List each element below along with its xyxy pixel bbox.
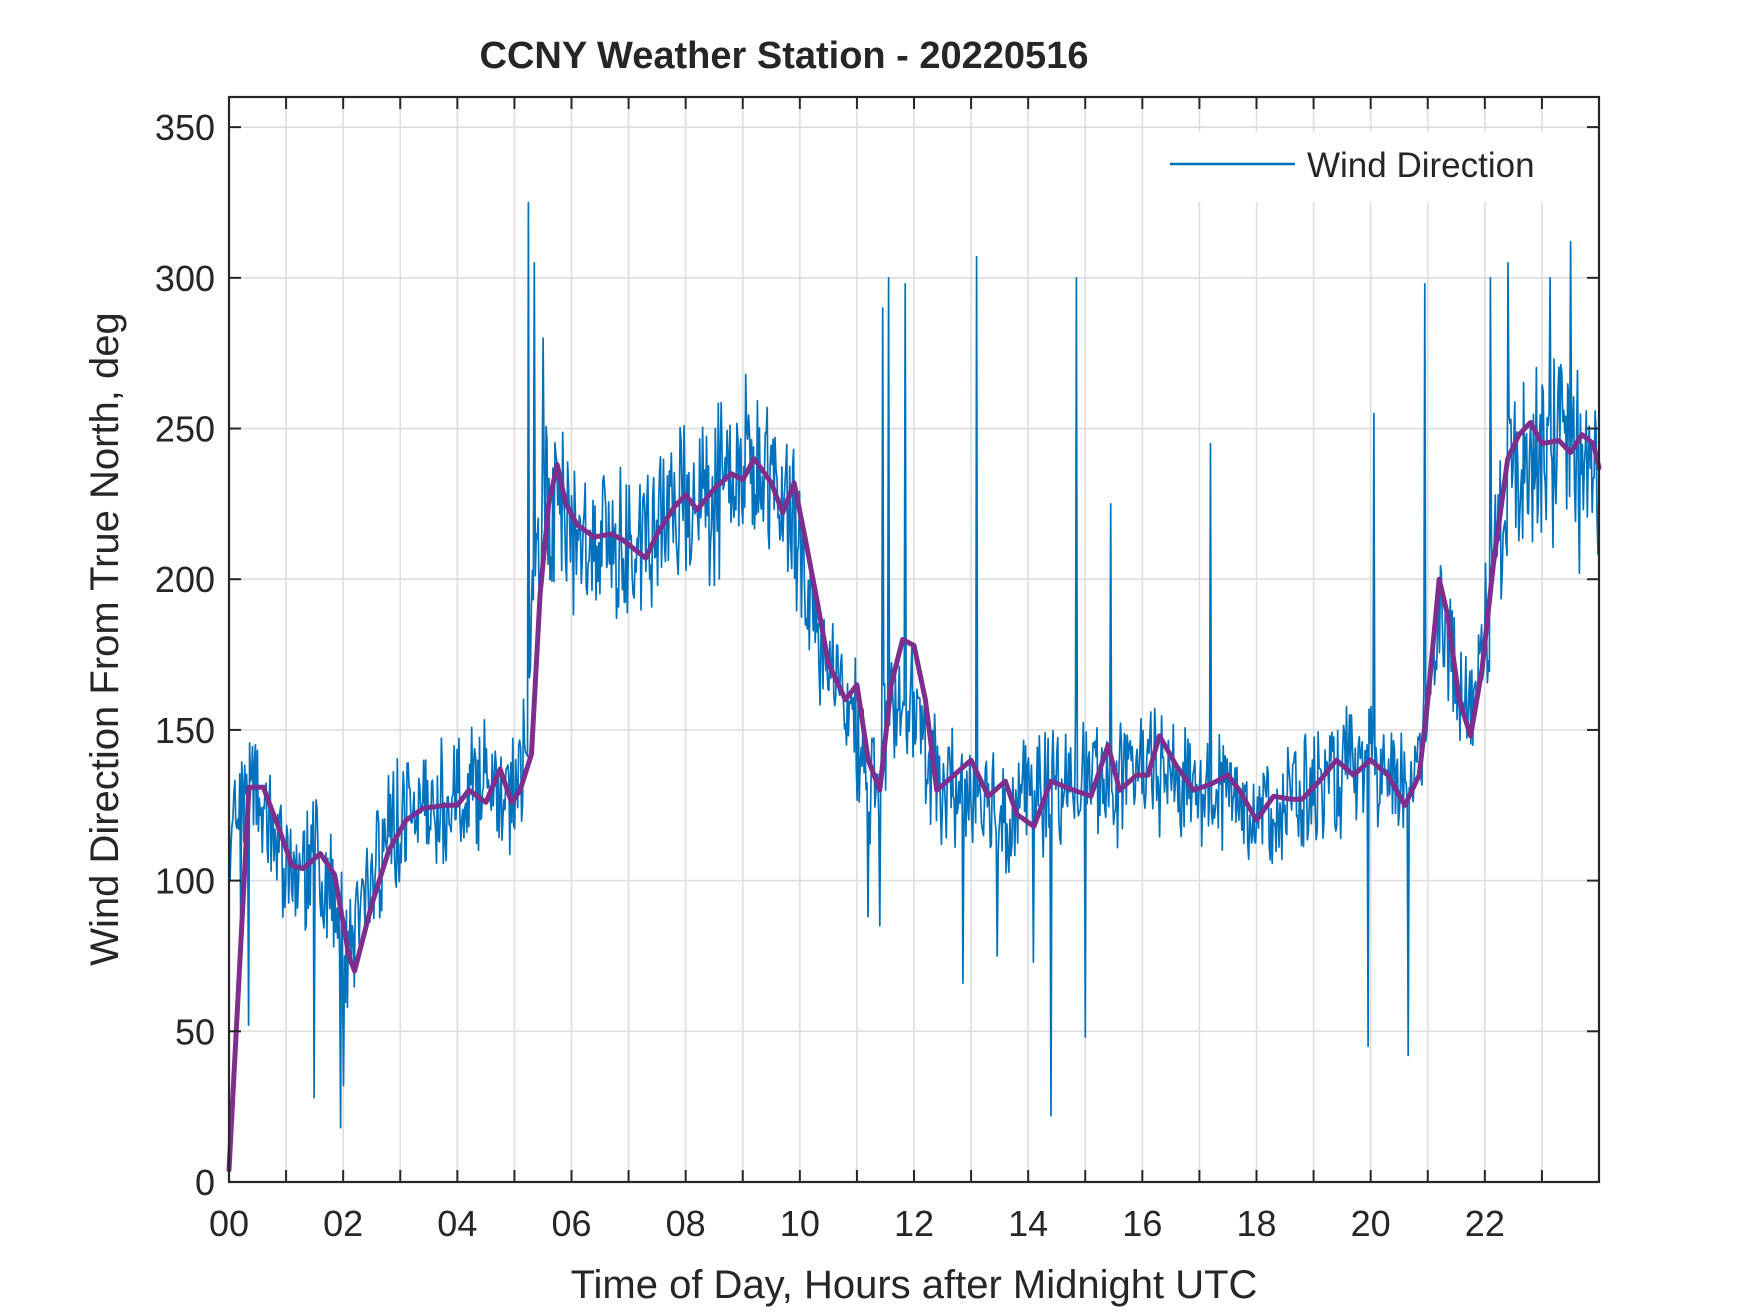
series-line-smoothed	[226, 420, 1602, 1173]
x-axis-label: Time of Day, Hours after Midnight UTC	[571, 1263, 1258, 1307]
x-tick-label: 02	[323, 1203, 363, 1244]
x-tick-label: 08	[666, 1203, 706, 1244]
y-tick-label: 200	[155, 559, 215, 600]
x-tick-label: 04	[437, 1203, 477, 1244]
legend-label-wind-direction: Wind Direction	[1307, 146, 1535, 185]
axis-ticks: 00 02 04 06 08 10 12 14 16 18 20 22 0 50 100 150 200 250 3…	[155, 97, 1599, 1244]
y-axis-label: Wind Direction From True North, deg	[83, 312, 127, 966]
y-tick-label: 0	[195, 1162, 215, 1203]
y-tick-label: 100	[155, 861, 215, 902]
legend-box	[1150, 132, 1562, 202]
y-tick-label: 300	[155, 258, 215, 299]
x-tick-label: 20	[1351, 1203, 1391, 1244]
x-tick-label: 10	[780, 1203, 820, 1244]
y-tick-label: 350	[155, 107, 215, 148]
y-tick-label: 250	[155, 409, 215, 450]
x-tick-label: 16	[1122, 1203, 1162, 1244]
x-tick-label: 14	[1008, 1203, 1048, 1244]
series-line-wind-direction	[228, 201, 1600, 1129]
legend: Wind Direction	[1150, 132, 1562, 202]
x-tick-label: 06	[551, 1203, 591, 1244]
y-tick-label: 150	[155, 710, 215, 751]
x-tick-label: 22	[1465, 1203, 1505, 1244]
chart-title: CCNY Weather Station - 20220516	[480, 35, 1089, 77]
x-tick-label: 00	[209, 1203, 249, 1244]
x-tick-label: 12	[894, 1203, 934, 1244]
x-tick-label: 18	[1236, 1203, 1276, 1244]
y-tick-label: 50	[175, 1011, 215, 1052]
series-layer	[226, 201, 1602, 1173]
